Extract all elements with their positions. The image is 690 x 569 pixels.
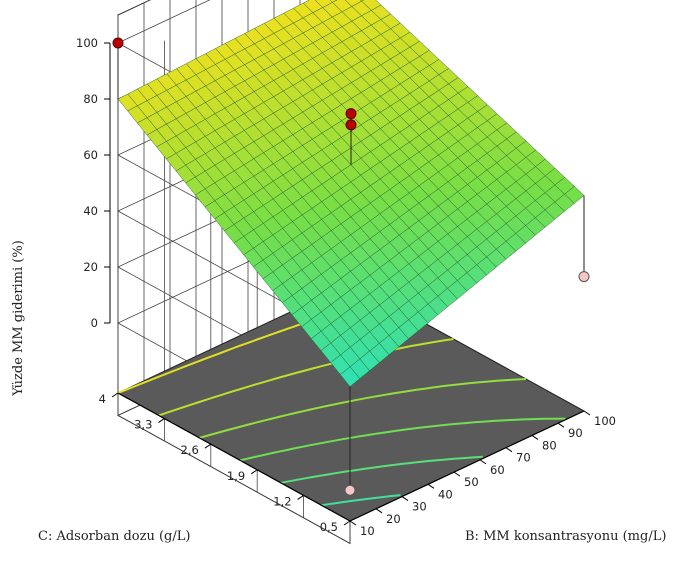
y-tick-mark <box>479 459 487 465</box>
y-tick-mark <box>505 447 513 453</box>
y-tick-mark <box>375 508 383 514</box>
floor-contour-line <box>158 338 454 417</box>
y-tick-mark <box>583 410 591 416</box>
design-point-marker <box>345 108 357 120</box>
y-tick-label: 70 <box>516 451 531 465</box>
y-tick-label: 90 <box>568 426 583 440</box>
x-tick-label: 4 <box>99 392 106 406</box>
x-tick-label: 1,9 <box>227 469 245 483</box>
x-tick-label: 3,3 <box>134 418 152 432</box>
y-tick-label: 40 <box>438 487 453 501</box>
y-tick-mark <box>453 471 461 477</box>
y-tick-label: 80 <box>542 438 557 452</box>
y-axis-label: B: MM konsantrasyonu (mg/L) <box>465 529 666 544</box>
x-tick-mark <box>111 392 119 398</box>
x-tick-label: 0,5 <box>320 520 338 534</box>
surface-cell <box>339 366 361 387</box>
y-tick-label: 60 <box>490 463 505 477</box>
response-surface <box>117 0 585 387</box>
y-tick-label: 30 <box>412 500 427 514</box>
y-tick-label: 100 <box>594 414 616 428</box>
y-tick-mark <box>427 483 435 489</box>
x-tick-label: 1,2 <box>273 494 291 508</box>
y-tick-mark <box>401 496 409 501</box>
x-tick-mark <box>204 443 212 449</box>
tick-labels: 0 20 40 60 80 100 0,5 1,2 1,9 2,6 3,3 4 10 20 30 40 50 60… <box>76 36 616 538</box>
design-point-marker <box>345 119 357 131</box>
y-tick-mark <box>349 520 357 526</box>
x-tick-mark <box>343 520 351 526</box>
x-tick-mark <box>297 494 304 500</box>
surface-cell <box>329 0 338 3</box>
x-axis-label: C: Adsorban dozu (g/L) <box>38 529 190 544</box>
y-tick-mark <box>557 422 565 428</box>
y-axis-line <box>349 410 585 522</box>
design-point-marker <box>344 484 356 496</box>
x-tick-mark <box>250 469 258 475</box>
x-axis-line <box>117 392 351 522</box>
x-tick-label: 2,6 <box>181 443 199 457</box>
y-tick-label: 50 <box>464 475 479 489</box>
y-tick-label: 20 <box>386 512 401 526</box>
points-below-surface <box>344 195 590 496</box>
z-axis-label: Yüzde MM giderimi (%) <box>11 240 26 397</box>
z-tick-label: 0 <box>91 316 98 330</box>
z-tick-label: 40 <box>83 204 98 218</box>
axes <box>104 42 591 526</box>
points-above-surface <box>112 37 357 165</box>
z-tick-label: 80 <box>83 92 98 106</box>
z-tick-label: 100 <box>76 36 98 50</box>
z-tick-label: 20 <box>83 260 98 274</box>
x-tick-mark <box>158 418 165 424</box>
floor-contour-line <box>280 455 483 484</box>
y-tick-label: 10 <box>360 524 375 538</box>
floor-contour-line <box>321 494 401 507</box>
y-tick-mark <box>531 435 539 440</box>
design-point-marker <box>112 37 124 49</box>
floor-contour-line <box>239 417 566 462</box>
design-point-marker <box>578 271 590 283</box>
z-tick-label: 60 <box>83 148 98 162</box>
